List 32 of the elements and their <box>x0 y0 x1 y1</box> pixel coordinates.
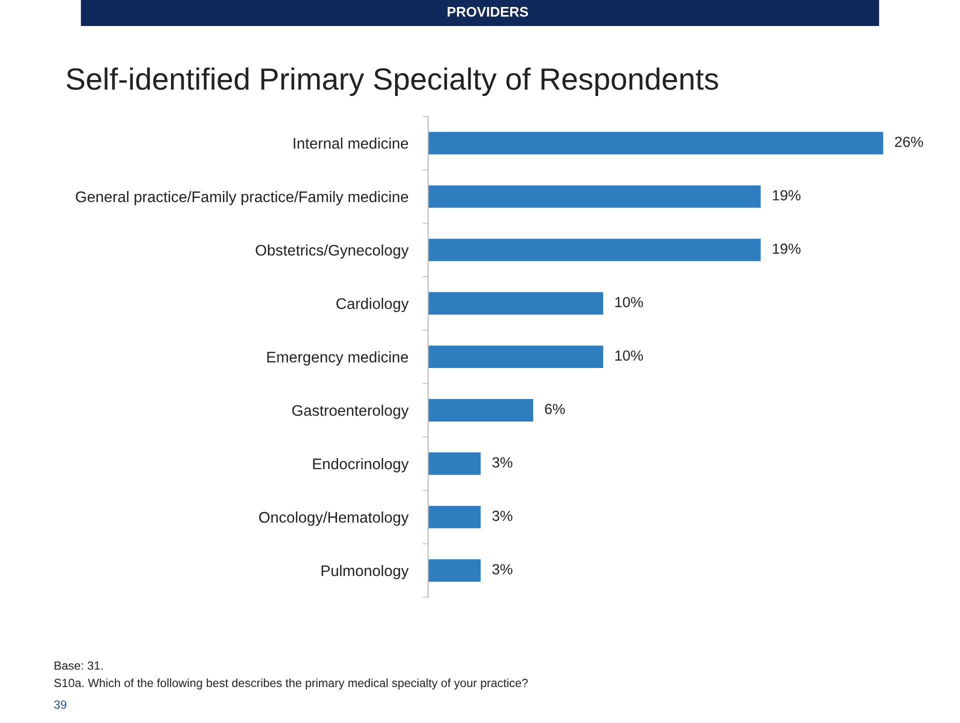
data-label: 19% <box>772 244 800 254</box>
bar <box>428 346 604 368</box>
text: Base: 31. <box>54 661 103 670</box>
data-label: 3% <box>492 457 512 468</box>
bar <box>428 185 761 208</box>
data-label: 3% <box>492 510 512 521</box>
bar <box>428 559 481 582</box>
text: 39 <box>54 700 66 709</box>
y-tick-label: Cardiology <box>336 298 409 312</box>
data-label: 3% <box>492 564 512 574</box>
chart-subtitle: PROVIDERS <box>448 6 528 17</box>
y-tick-label: Oncology/Hematology <box>259 512 409 526</box>
bar <box>428 132 884 154</box>
y-tick-label: Pulmonology <box>322 564 409 580</box>
bar <box>428 399 534 422</box>
data-label: 6% <box>545 404 565 414</box>
data-label: 19% <box>772 190 800 200</box>
bar <box>428 238 761 262</box>
text: S10a. Which of the following best describes the primary medical specialty of your practice? <box>54 678 528 690</box>
y-tick-label: Gastroenterology <box>292 404 409 419</box>
data-label: 10% <box>615 350 643 361</box>
y-tick-label: Endocrinology <box>313 458 409 472</box>
chart-title: Self-identified Primary Specialty of Respondents <box>66 67 718 96</box>
y-tick-label: Emergency medicine <box>267 351 408 366</box>
y-tick-label: General practice/Family practice/Family medicine <box>76 191 408 206</box>
data-label: 10% <box>615 296 643 308</box>
y-tick-label: Obstetrics/Gynecology <box>256 244 409 259</box>
data-label: 26% <box>895 136 923 148</box>
y-tick-label: Internal medicine <box>294 138 408 149</box>
bar <box>428 292 604 315</box>
bar <box>428 506 481 528</box>
bar <box>428 452 481 475</box>
